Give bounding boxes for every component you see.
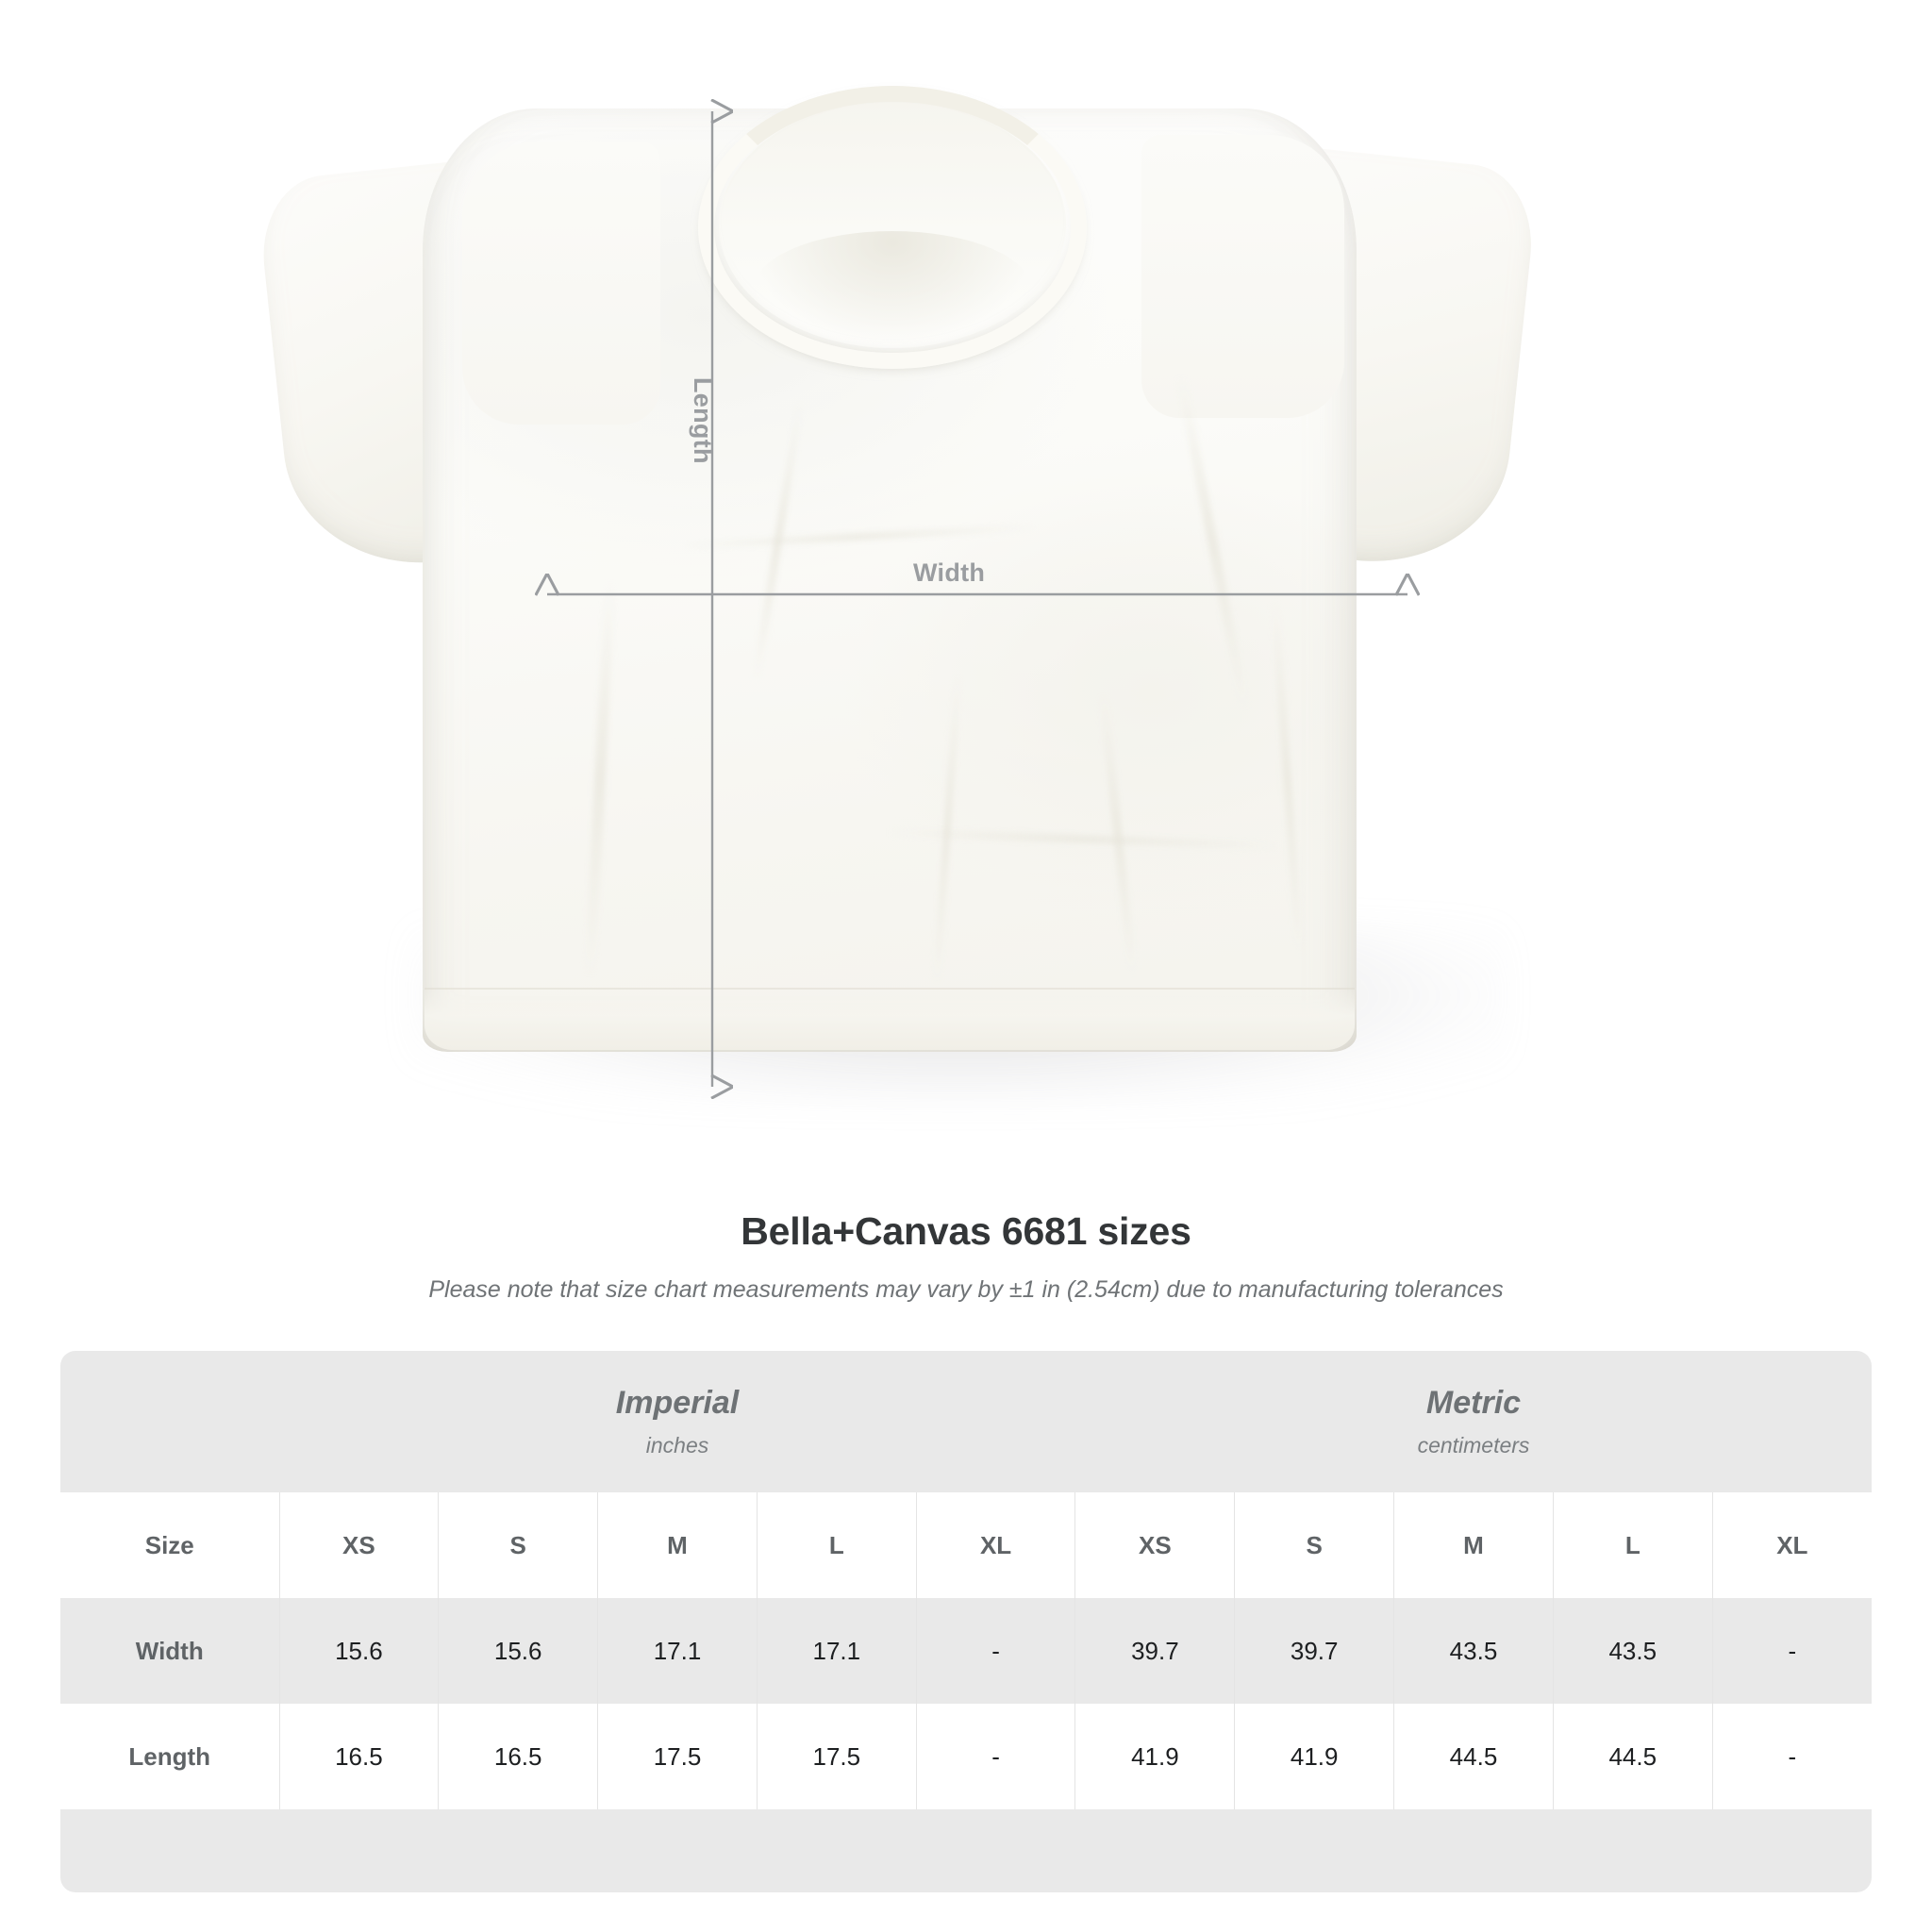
- cell-width-metric-xs: 39.7: [1074, 1598, 1235, 1704]
- cell-length-metric-l: 44.5: [1552, 1704, 1713, 1809]
- cell-width-imperial-l: 17.1: [756, 1598, 917, 1704]
- table-row: Width 15.6 15.6 17.1 17.1 - 39.7 39.7 43…: [60, 1598, 1872, 1704]
- size-chart-table-container: Imperial inches Metric centimeters Size …: [60, 1351, 1872, 1892]
- cell-width-imperial-xl: -: [915, 1598, 1075, 1704]
- collar-ribbing: [698, 86, 1087, 369]
- shoulder-right: [1141, 135, 1344, 418]
- cell-length-imperial-l: 17.5: [756, 1704, 917, 1809]
- size-header-imperial-s: S: [438, 1492, 598, 1598]
- cell-length-metric-xs: 41.9: [1074, 1704, 1235, 1809]
- shoulder-left: [462, 142, 660, 425]
- cell-width-metric-m: 43.5: [1393, 1598, 1554, 1704]
- cell-length-imperial-xs: 16.5: [278, 1704, 439, 1809]
- unit-header-spacer: [60, 1351, 279, 1492]
- table-footer-band: [60, 1809, 1872, 1892]
- cell-length-imperial-m: 17.5: [597, 1704, 758, 1809]
- unit-sub-imperial: inches: [645, 1433, 709, 1457]
- size-header-label: Size: [144, 1530, 194, 1559]
- cell-length-imperial-xl: -: [915, 1704, 1075, 1809]
- cell-width-imperial-m: 17.1: [597, 1598, 758, 1704]
- width-label: Width: [913, 558, 986, 587]
- unit-sub-metric: centimeters: [1417, 1433, 1530, 1457]
- unit-header-row: Imperial inches Metric centimeters: [60, 1351, 1872, 1492]
- tolerance-note: Please note that size chart measurements…: [428, 1276, 1504, 1303]
- size-header-imperial-xs: XS: [278, 1492, 439, 1598]
- unit-name-imperial: Imperial: [615, 1385, 740, 1421]
- cell-length-metric-m: 44.5: [1393, 1704, 1554, 1809]
- unit-group-metric: Metric centimeters: [1075, 1351, 1872, 1492]
- size-header-imperial-l: L: [756, 1492, 917, 1598]
- chart-heading: Bella+Canvas 6681 sizes Please note that…: [0, 1209, 1932, 1304]
- shirt-hem: [425, 988, 1355, 1050]
- cell-width-imperial-s: 15.6: [438, 1598, 598, 1704]
- size-chart-table: Imperial inches Metric centimeters Size …: [60, 1351, 1872, 1892]
- size-header-metric-xl: XL: [1711, 1492, 1872, 1598]
- size-header-imperial-xl: XL: [915, 1492, 1075, 1598]
- size-header-row: Size XS S M L XL XS S M L XL: [60, 1492, 1872, 1598]
- garment-image-area: Length Width: [255, 86, 1623, 1137]
- cell-width-metric-s: 39.7: [1234, 1598, 1394, 1704]
- size-header-metric-m: M: [1393, 1492, 1554, 1598]
- length-label: Length: [689, 377, 717, 464]
- table-footer-spacer: [60, 1809, 1872, 1892]
- unit-group-imperial: Imperial inches: [279, 1351, 1075, 1492]
- cell-length-metric-xl: -: [1711, 1704, 1872, 1809]
- size-header-metric-s: S: [1234, 1492, 1394, 1598]
- size-header-metric-xs: XS: [1074, 1492, 1235, 1598]
- row-label-width: Width: [135, 1636, 204, 1665]
- cell-width-metric-xl: -: [1711, 1598, 1872, 1704]
- cell-width-metric-l: 43.5: [1552, 1598, 1713, 1704]
- tshirt-illustration: [255, 86, 1623, 1137]
- size-header-metric-l: L: [1552, 1492, 1713, 1598]
- table-row: Length 16.5 16.5 17.5 17.5 - 41.9 41.9 4…: [60, 1704, 1872, 1809]
- size-header-imperial-m: M: [597, 1492, 758, 1598]
- page-title: Bella+Canvas 6681 sizes: [741, 1209, 1191, 1253]
- cell-width-imperial-xs: 15.6: [278, 1598, 439, 1704]
- unit-name-metric: Metric: [1425, 1385, 1522, 1421]
- row-label-length: Length: [128, 1741, 211, 1771]
- cell-length-metric-s: 41.9: [1234, 1704, 1394, 1809]
- cell-length-imperial-s: 16.5: [438, 1704, 598, 1809]
